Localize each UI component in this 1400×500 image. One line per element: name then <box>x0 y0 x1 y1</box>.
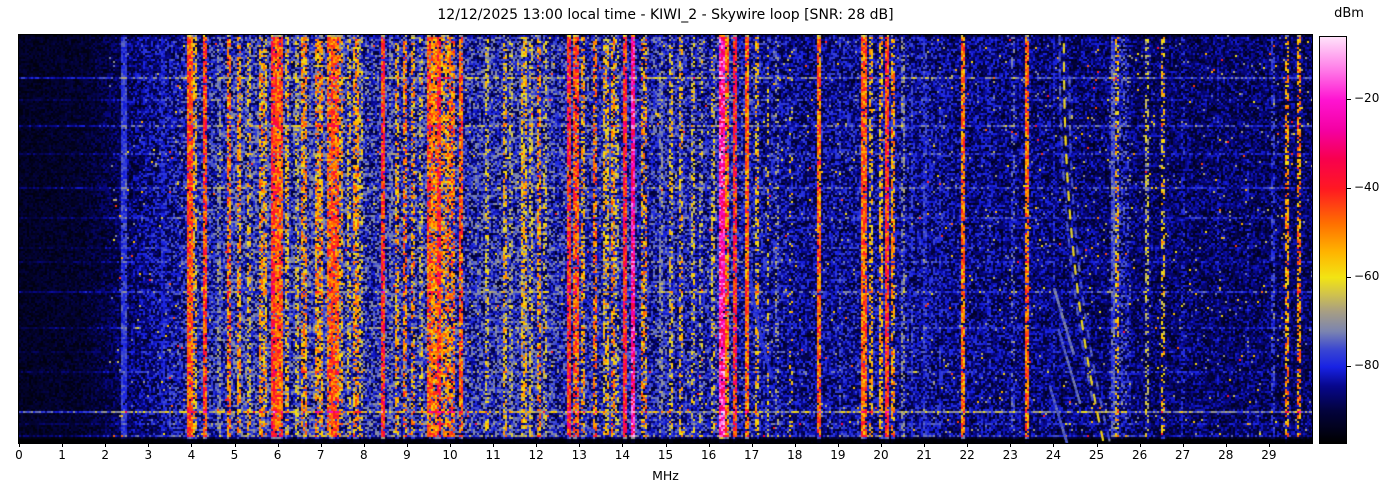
x-tick <box>837 443 839 447</box>
x-tick <box>320 443 322 447</box>
x-tick <box>191 443 193 447</box>
x-tick <box>794 443 796 447</box>
x-tick-label: 9 <box>403 448 411 462</box>
x-tick-label: 7 <box>316 448 325 462</box>
x-tick <box>579 443 581 447</box>
x-tick-label: 16 <box>700 448 717 462</box>
colorbar-tick-label: −40 <box>1354 180 1380 195</box>
x-tick <box>363 443 365 447</box>
colorbar-tick <box>1347 366 1351 368</box>
x-tick-label: 24 <box>1045 448 1062 462</box>
x-tick <box>450 443 451 447</box>
x-tick-label: 29 <box>1261 448 1277 462</box>
x-tick-label: 8 <box>359 448 368 462</box>
x-tick-label: 21 <box>916 448 932 462</box>
x-tick-label: 3 <box>144 448 153 462</box>
x-tick-label: 15 <box>657 448 674 462</box>
x-tick <box>708 443 710 447</box>
x-tick <box>1139 443 1141 447</box>
x-tick-label: 20 <box>873 448 889 462</box>
x-tick-label: 28 <box>1218 448 1234 462</box>
x-tick-label: 10 <box>442 448 458 462</box>
x-tick <box>665 443 667 447</box>
x-tick-label: 14 <box>614 448 631 462</box>
x-tick-label: 5 <box>230 448 239 462</box>
x-tick-label: 1 <box>58 448 66 462</box>
x-tick <box>967 443 969 447</box>
x-tick-label: 23 <box>1002 448 1018 462</box>
x-tick-label: 18 <box>787 448 803 462</box>
x-tick-label: 0 <box>15 448 23 462</box>
x-tick <box>622 443 624 447</box>
colorbar-tick <box>1347 99 1351 101</box>
x-tick-label: 25 <box>1088 448 1105 462</box>
x-tick <box>406 443 408 447</box>
x-tick <box>1096 443 1098 447</box>
x-tick <box>19 443 20 447</box>
colorbar-tick-label: −20 <box>1354 91 1380 106</box>
colorbar-tick-label: −60 <box>1354 269 1380 284</box>
spectrogram-canvas <box>19 35 1312 443</box>
x-tick-label: 27 <box>1175 448 1191 462</box>
figure-title: 12/12/2025 13:00 local time - KIWI_2 - S… <box>437 7 894 23</box>
x-tick <box>105 443 107 447</box>
x-tick <box>493 443 495 447</box>
x-tick <box>62 443 64 447</box>
x-tick <box>277 443 279 447</box>
x-tick <box>1182 443 1184 447</box>
x-axis-label: MHz <box>652 468 679 483</box>
x-tick-label: 26 <box>1131 448 1148 462</box>
x-tick <box>148 443 150 447</box>
x-tick <box>924 443 926 447</box>
colorbar-gradient <box>1319 36 1347 444</box>
colorbar-label: dBm <box>1334 6 1364 21</box>
x-tick <box>881 443 882 447</box>
x-tick-label: 6 <box>273 448 282 462</box>
x-tick <box>536 443 538 447</box>
x-tick-label: 17 <box>744 448 760 462</box>
x-tick-label: 13 <box>571 448 587 462</box>
x-tick-label: 12 <box>528 448 544 462</box>
x-tick-label: 2 <box>101 448 109 462</box>
x-tick-label: 22 <box>959 448 975 462</box>
x-tick-label: 11 <box>485 448 501 462</box>
x-tick <box>234 443 236 447</box>
x-tick-label: 4 <box>187 448 196 462</box>
x-tick <box>1268 443 1270 447</box>
colorbar-tick <box>1347 277 1351 279</box>
spectrogram-plot <box>18 34 1313 444</box>
colorbar-tick-label: −80 <box>1354 358 1380 373</box>
colorbar-tick <box>1347 188 1351 190</box>
x-tick <box>1010 443 1012 447</box>
x-tick <box>1225 443 1227 447</box>
x-tick <box>751 443 753 447</box>
x-tick <box>1053 443 1055 447</box>
x-tick-label: 19 <box>830 448 846 462</box>
